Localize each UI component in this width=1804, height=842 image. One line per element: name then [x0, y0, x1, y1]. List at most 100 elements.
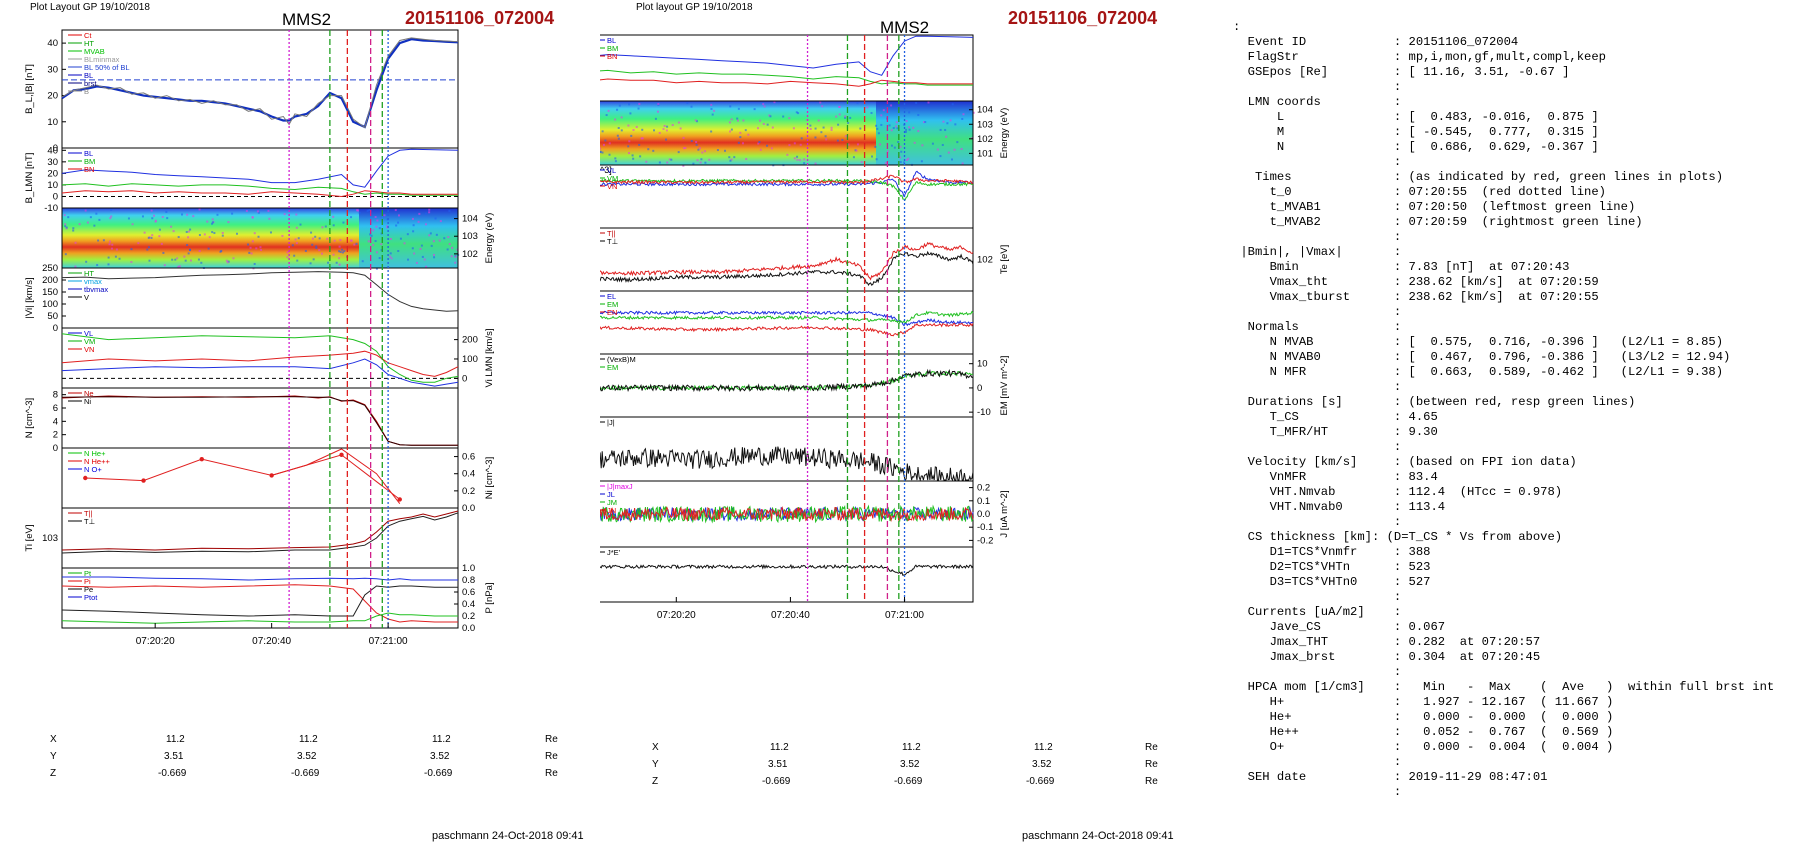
heatmap-speckle [847, 121, 850, 124]
ephem-label-x: X [50, 734, 57, 745]
heatmap-speckle [419, 247, 422, 250]
heatmap-speckle [856, 143, 859, 146]
heatmap-speckle [915, 101, 918, 104]
heatmap-speckle [917, 130, 920, 133]
heatmap-speckle [130, 248, 133, 251]
summary-line: N MFR : [ 0.663, 0.589, -0.462 ] (L2/L1 … [1233, 365, 1724, 379]
y-tick-label: 103 [462, 231, 478, 242]
series-line [600, 310, 974, 327]
heatmap-speckle [386, 226, 389, 229]
series-line [600, 368, 974, 393]
heatmap-speckle [698, 147, 701, 150]
heatmap-speckle [795, 111, 798, 114]
heatmap-speckle [110, 215, 113, 218]
panel-frame [600, 227, 974, 292]
heatmap-speckle [198, 250, 201, 253]
middle-ephemeris: X 11.2 11.2 11.2 Re Y 3.51 3.52 3.52 Re … [600, 742, 1220, 802]
heatmap-speckle [728, 156, 731, 159]
heatmap-speckle [860, 161, 863, 164]
data-point [397, 497, 402, 502]
summary-line: VnMFR : 83.4 [1233, 470, 1438, 484]
heatmap-speckle [368, 209, 371, 212]
heatmap-speckle [913, 141, 916, 144]
data-point [339, 452, 344, 458]
heatmap-speckle [713, 109, 716, 112]
heatmap-speckle [177, 236, 180, 239]
heatmap-speckle [172, 230, 175, 233]
heatmap-speckle [972, 111, 975, 114]
heatmap-speckle [662, 128, 665, 131]
ephem-y-1: 3.51 [768, 759, 788, 770]
heatmap-speckle [961, 162, 964, 165]
series-line [61, 512, 459, 554]
heatmap-speckle [74, 241, 77, 244]
heatmap-speckle [710, 107, 713, 110]
heatmap-speckle [189, 259, 192, 262]
heatmap-speckle [601, 151, 604, 154]
heatmap-speckle [89, 216, 92, 219]
chart-panel: -10 0 10 EM [mV m^-2] (VexB)MEM [600, 353, 1010, 418]
heatmap-speckle [737, 141, 740, 144]
y-tick-label: 104 [462, 214, 478, 225]
series-line [600, 250, 974, 286]
heatmap-speckle [870, 112, 873, 115]
heatmap-speckle [747, 133, 750, 136]
heatmap-speckle [235, 232, 238, 235]
heatmap-speckle [835, 115, 838, 118]
event-markers [806, 35, 906, 602]
heatmap-speckle [768, 114, 771, 117]
heatmap-speckle [939, 155, 942, 158]
heatmap-speckle [897, 141, 900, 144]
heatmap-speckle [177, 265, 180, 268]
heatmap-speckle [146, 248, 149, 251]
heatmap-speckle [390, 257, 393, 260]
heatmap-speckle [67, 216, 70, 219]
summary-line: : [1233, 155, 1402, 169]
heatmap-speckle [245, 209, 248, 212]
y-tick-label: 250 [42, 263, 58, 274]
heatmap-speckle [64, 225, 67, 228]
y-tick-label: 103 [977, 119, 993, 130]
heatmap-speckle [397, 221, 400, 224]
left-footer: paschmann 24-Oct-2018 09:41 [432, 830, 584, 842]
heatmap-speckle [375, 225, 378, 228]
heatmap-speckle [109, 217, 112, 220]
legend-label: N O+ [84, 465, 102, 474]
heatmap-speckle [389, 252, 392, 255]
heatmap-speckle [417, 220, 420, 223]
heatmap-speckle [903, 161, 906, 164]
summary-line: H+ : 1.927 - 12.167 ( 11.667 ) [1233, 695, 1614, 709]
series-line [61, 37, 459, 129]
series-line [61, 350, 459, 377]
y-tick-label: 100 [462, 354, 478, 365]
heatmap-speckle [895, 121, 898, 124]
heatmap-speckle [950, 158, 953, 161]
heatmap-speckle [730, 118, 733, 121]
heatmap-speckle [809, 124, 812, 127]
heatmap-speckle [246, 243, 249, 246]
heatmap-speckle [174, 258, 177, 261]
heatmap-speckle [852, 156, 855, 159]
legend-label: VM [84, 337, 95, 346]
heatmap-speckle [165, 210, 168, 213]
y-axis-label: Ni [cm^-3] [484, 457, 495, 499]
heatmap-speckle [682, 164, 685, 167]
ephem-label-x: X [652, 742, 659, 753]
heatmap-speckle [792, 127, 795, 130]
heatmap-speckle [295, 242, 298, 245]
panel-frame [600, 164, 974, 229]
heatmap-speckle [95, 212, 98, 215]
y-tick-label: 102 [977, 134, 993, 145]
heatmap-speckle [253, 232, 256, 235]
summary-line: Bmin : 7.83 [nT] at 07:20:43 [1233, 260, 1570, 274]
summary-line: : [1233, 230, 1402, 244]
heatmap-speckle [448, 243, 451, 246]
heatmap-speckle [397, 250, 400, 253]
heatmap-speckle [446, 248, 449, 251]
y-tick-label: 40 [47, 145, 58, 156]
ephem-x-1: 11.2 [166, 734, 185, 745]
ephem-label-y: Y [50, 751, 57, 762]
